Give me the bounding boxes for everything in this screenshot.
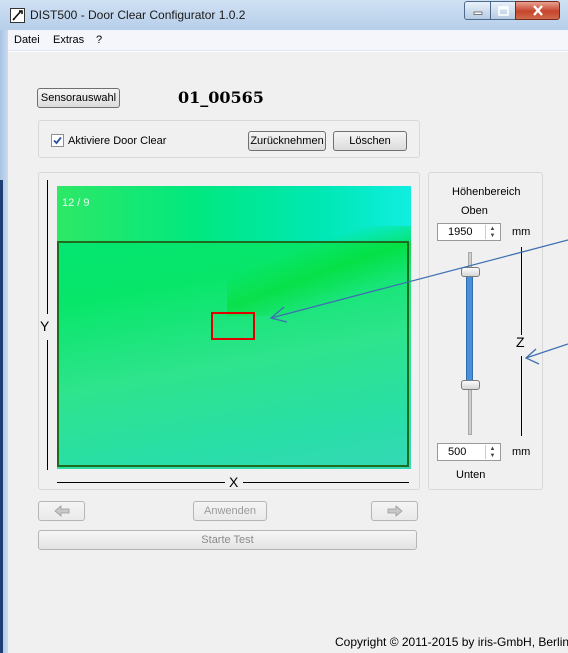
activate-door-clear-checkbox[interactable] [51,134,64,147]
minimize-icon [465,2,490,19]
resolution-label: 12 / 9 [62,197,90,209]
view-group [38,172,420,490]
annotation-arrowhead-z [524,348,540,365]
sensor-select-button[interactable]: Sensorauswahl [37,88,120,108]
lower-unit: mm [512,446,531,458]
pen-tablet-icon [10,8,25,23]
x-axis-line-right [243,482,409,483]
upper-height-spinbox[interactable]: 1950 ▲ ▼ [437,223,501,241]
menu-extras[interactable]: Extras [53,34,85,46]
height-range-title: Höhenbereich [452,186,521,198]
close-icon [516,2,559,19]
apply-button[interactable]: Anwenden [193,501,267,521]
z-axis-line-bottom [521,356,522,436]
window-title: DIST500 - Door Clear Configurator 1.0.2 [30,8,246,22]
activate-door-clear-label: Aktiviere Door Clear [68,135,167,147]
maximize-button[interactable] [490,1,516,20]
upper-height-value: 1950 [448,226,473,238]
copyright-text: Copyright © 2011-2015 by iris-GmbH, Berl… [335,635,568,649]
spin-up-icon[interactable]: ▲ [489,225,496,232]
menu-bar: Datei Extras ? [8,30,568,51]
lower-spin-arrows[interactable]: ▲ ▼ [485,445,499,459]
arrow-right-icon [387,505,403,517]
lower-label: Unten [456,469,486,481]
maximize-icon [491,2,515,19]
arrow-left-icon [53,505,69,517]
door-clear-group [38,120,420,158]
menu-help[interactable]: ? [96,34,103,46]
x-axis-line-left [57,482,225,483]
menu-separator [8,51,568,52]
spin-down-icon[interactable]: ▼ [489,452,496,459]
detection-region[interactable] [57,241,409,467]
z-axis-line-top [521,247,522,335]
sensor-id: 01_00565 [178,88,264,107]
lower-slider-handle[interactable] [461,380,480,391]
desktop-edge [0,180,3,653]
lower-height-spinbox[interactable]: 500 ▲ ▼ [437,443,501,461]
start-test-button[interactable]: Starte Test [38,530,417,550]
spin-up-icon[interactable]: ▲ [489,445,496,452]
close-button[interactable] [515,1,560,20]
annotation-arrow-to-z [525,343,568,359]
spin-down-icon[interactable]: ▼ [489,232,496,239]
upper-unit: mm [512,226,531,238]
title-bar[interactable]: DIST500 - Door Clear Configurator 1.0.2 [0,0,568,30]
height-range-group [428,172,543,490]
z-axis-label: Z [516,334,525,350]
y-axis-label: Y [40,318,50,334]
y-axis-line-top [47,180,48,314]
upper-spin-arrows[interactable]: ▲ ▼ [485,225,499,239]
target-zone[interactable] [211,312,255,340]
annotation-arrow-to-target [270,239,568,319]
window-frame-left [0,0,8,653]
delete-button[interactable]: Löschen [333,131,407,151]
prev-button[interactable] [38,501,85,521]
x-axis-label: X [229,474,239,490]
y-axis-line-bottom [47,340,48,470]
annotation-arrowhead-target [269,306,288,323]
lower-height-value: 500 [448,446,467,458]
revert-button[interactable]: Zurücknehmen [248,131,326,151]
upper-label: Oben [461,205,488,217]
upper-slider-handle[interactable] [461,266,480,277]
next-button[interactable] [371,501,418,521]
depth-heatmap[interactable] [57,186,411,469]
menu-datei[interactable]: Datei [14,34,40,46]
